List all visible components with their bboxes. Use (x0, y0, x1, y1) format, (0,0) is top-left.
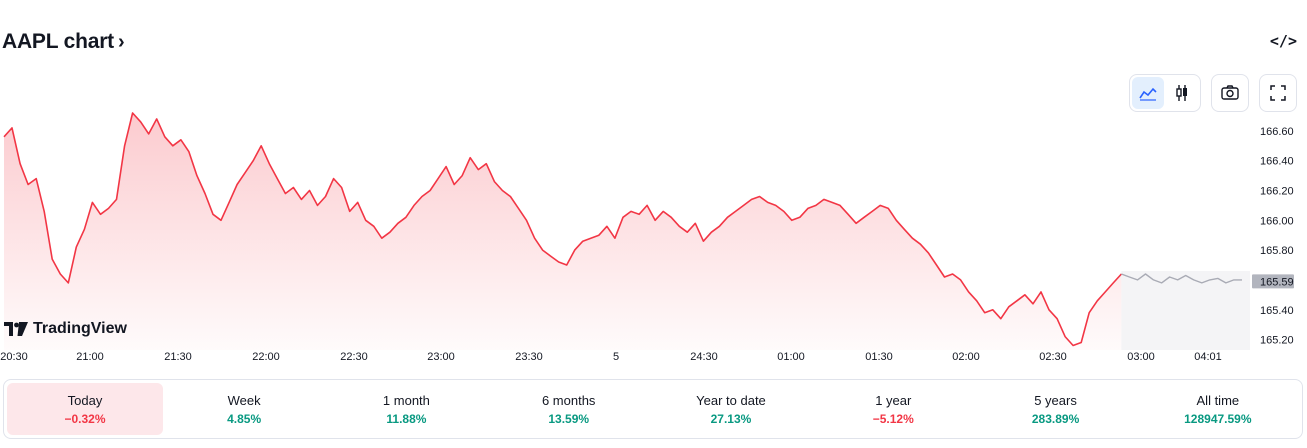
chart-title: AAPL chart (2, 30, 114, 53)
period-1-month[interactable]: 1 month 11.88% (325, 383, 487, 435)
y-tick-label: 166.60 (1260, 126, 1294, 138)
period-5-years[interactable]: 5 years 283.89% (974, 383, 1136, 435)
y-tick-label: 165.20 (1260, 335, 1294, 347)
period-year-to-date[interactable]: Year to date 27.13% (650, 383, 812, 435)
tradingview-logo-text: TradingView (33, 320, 127, 337)
x-tick-label: 01:30 (865, 351, 893, 363)
x-tick-label: 04:01 (1194, 351, 1222, 363)
after-hours-shade (1121, 271, 1250, 350)
x-tick-label: 01:00 (777, 351, 805, 363)
x-tick-label: 20:30 (0, 351, 28, 363)
x-tick-label: 22:00 (252, 351, 280, 363)
x-tick-label: 23:30 (515, 351, 543, 363)
candlestick-button[interactable] (1166, 77, 1198, 109)
chart-toolbar (1129, 74, 1297, 112)
y-tick-label: 165.80 (1260, 245, 1294, 257)
last-price-label: 165.59 (1260, 276, 1294, 288)
chevron-right-icon: › (117, 30, 125, 53)
x-tick-label: 23:00 (427, 351, 455, 363)
y-tick-label: 165.40 (1260, 305, 1294, 317)
period-label: All time (1196, 392, 1240, 408)
last-price-badge (1252, 274, 1294, 289)
period-label: Year to date (696, 392, 766, 408)
fullscreen-button[interactable] (1259, 74, 1297, 112)
embed-code-button[interactable]: </> (1269, 32, 1297, 50)
price-line-regular (3, 112, 1122, 347)
period-6-months[interactable]: 6 months 13.59% (488, 383, 650, 435)
candlestick-icon (1176, 85, 1187, 101)
y-tick-label: 166.00 (1260, 215, 1294, 227)
price-line-after-hours (1121, 273, 1242, 284)
x-tick-label: 5 (613, 351, 619, 363)
period-today[interactable]: Today −0.32% (7, 383, 163, 435)
y-tick-label: 166.40 (1260, 156, 1294, 168)
x-tick-label: 22:30 (340, 351, 368, 363)
period-label: Week (227, 392, 261, 408)
period-change: 4.85% (227, 411, 262, 426)
period-change: 13.59% (548, 411, 590, 426)
page-title[interactable]: AAPL chart › (2, 30, 125, 54)
area-chart-icon (1139, 87, 1157, 101)
price-chart[interactable]: 166.60166.40166.20166.00165.80165.60165.… (0, 110, 1307, 372)
period-label: Today (67, 392, 103, 408)
chart-style-group (1129, 74, 1201, 112)
period-label: 1 year (875, 392, 912, 408)
tradingview-logo[interactable]: TradingView (4, 320, 127, 338)
period-change: −0.32% (64, 411, 106, 426)
period-week[interactable]: Week 4.85% (163, 383, 325, 435)
period-label: 5 years (1034, 392, 1077, 408)
period-change: 27.13% (710, 411, 752, 426)
period-change: 283.89% (1031, 411, 1080, 426)
period-change: 11.88% (386, 411, 427, 426)
tradingview-logo-icon (4, 322, 28, 336)
screenshot-button[interactable] (1211, 74, 1249, 112)
fullscreen-icon (1270, 85, 1286, 101)
x-tick-label: 02:00 (952, 351, 980, 363)
x-tick-label: 21:00 (76, 351, 104, 363)
y-tick-label: 166.20 (1260, 186, 1294, 198)
period-all-time[interactable]: All time 128947.59% (1137, 383, 1299, 435)
period-1-year[interactable]: 1 year −5.12% (812, 383, 974, 435)
x-tick-label: 21:30 (164, 351, 192, 363)
period-change: 128947.59% (1184, 411, 1252, 426)
period-label: 6 months (541, 392, 596, 408)
area-chart-button[interactable] (1132, 77, 1164, 109)
performance-periods: Today −0.32% Week 4.85% 1 month 11.88% 6 month… (3, 379, 1303, 439)
price-area-fill (4, 113, 1122, 350)
camera-icon (1221, 85, 1239, 100)
x-tick-label: 03:00 (1127, 351, 1155, 363)
period-change: −5.12% (872, 411, 914, 426)
x-tick-label: 02:30 (1039, 351, 1067, 363)
x-tick-label: 24:30 (690, 351, 718, 363)
period-label: 1 month (382, 392, 430, 408)
